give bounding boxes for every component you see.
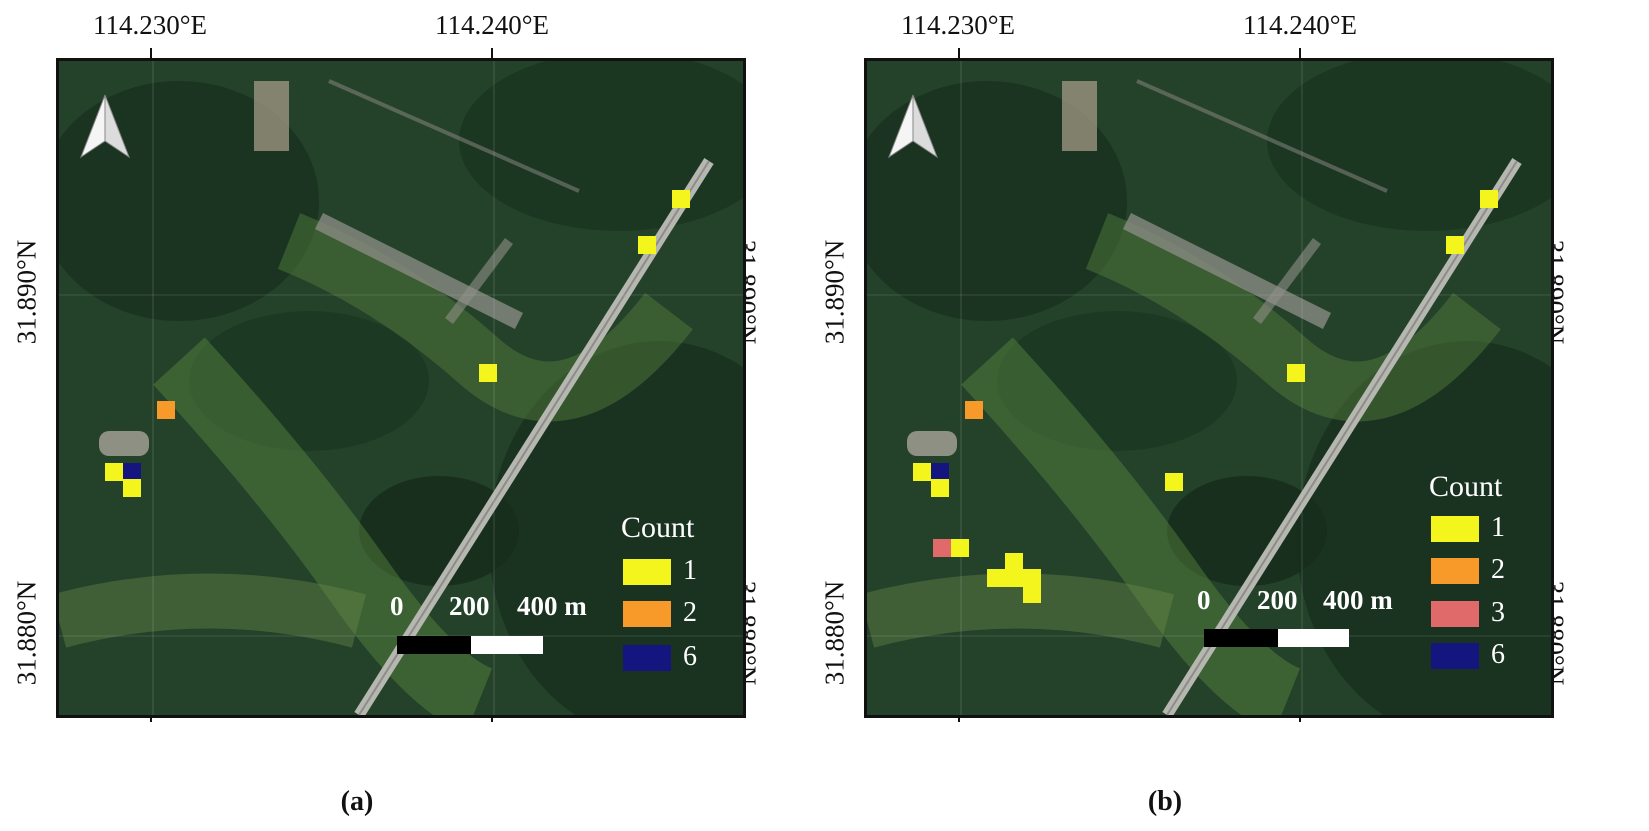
count-cell [638, 236, 656, 254]
lat-label-left-bottom: 31.880°N [819, 580, 850, 686]
scale-bar-white [1278, 629, 1349, 647]
count-cell [1023, 585, 1041, 603]
count-cell [987, 569, 1005, 587]
scale-bar-black [1204, 629, 1278, 647]
scale-label-zero: 0 [1197, 585, 1211, 615]
count-cell [1287, 364, 1305, 382]
count-cell [951, 539, 969, 557]
legend-label: 2 [1491, 554, 1505, 585]
legend-swatch [1431, 516, 1479, 542]
legend-label: 2 [683, 597, 697, 628]
scale-bar-black [397, 636, 471, 654]
scale-label-mid: 200 [449, 591, 490, 621]
lon-label-top-right: 114.240°E [1242, 10, 1358, 40]
lon-label-top-left: 114.230°E [92, 10, 208, 40]
map-panel-b: 114.230°E 114.240°E 114.230°E 114.240°E … [808, 0, 1628, 831]
tick [491, 48, 493, 60]
north-arrow-icon [887, 94, 939, 159]
north-arrow-icon [79, 94, 131, 159]
count-cell [123, 463, 141, 481]
legend-swatch [623, 601, 671, 627]
tick [1299, 48, 1301, 60]
panel-caption: (a) [340, 786, 374, 817]
lat-label-left-top: 31.890°N [11, 239, 42, 345]
scale-label-end: 400 m [517, 591, 587, 621]
tick [958, 48, 960, 60]
legend-swatch [623, 645, 671, 671]
count-cell [1165, 473, 1183, 491]
legend-label: 1 [683, 555, 697, 586]
legend-title: Count [1429, 470, 1503, 503]
count-cell [913, 463, 931, 481]
lat-label-left-bottom: 31.880°N [11, 580, 42, 686]
count-cell [965, 401, 983, 419]
satellite-map-a: 0 200 400 m Count 1 2 6 [56, 58, 746, 718]
count-cell [931, 463, 949, 481]
legend-swatch [1431, 643, 1479, 669]
satellite-map-b: 0 200 400 m Count 1 2 3 6 [864, 58, 1554, 718]
count-cell [1480, 190, 1498, 208]
legend-label: 1 [1491, 512, 1505, 543]
legend-title: Count [621, 511, 695, 544]
count-cell [1005, 569, 1023, 587]
legend-swatch [1431, 601, 1479, 627]
lat-label-left-top: 31.890°N [819, 239, 850, 345]
legend-swatch [1431, 558, 1479, 584]
count-cell [157, 401, 175, 419]
scale-label-end: 400 m [1323, 585, 1393, 615]
legend-label: 6 [683, 641, 697, 672]
count-cell [123, 479, 141, 497]
scale-label-zero: 0 [390, 591, 404, 621]
map-panel-a: 114.230°E 114.240°E 114.230°E 114.240°E … [0, 0, 820, 831]
count-cell [479, 364, 497, 382]
count-cell [672, 190, 690, 208]
count-cell [1023, 569, 1041, 587]
count-cell [1446, 236, 1464, 254]
count-cell [931, 479, 949, 497]
scale-bar-white [471, 636, 543, 654]
lon-label-top-left: 114.230°E [900, 10, 1016, 40]
legend-label: 6 [1491, 639, 1505, 670]
legend-swatch [623, 559, 671, 585]
count-cell [1005, 553, 1023, 571]
panel-caption: (b) [1147, 786, 1183, 817]
count-cell [105, 463, 123, 481]
tick [150, 48, 152, 60]
lon-label-top-right: 114.240°E [434, 10, 550, 40]
legend-label: 3 [1491, 597, 1505, 628]
count-cell [933, 539, 951, 557]
scale-label-mid: 200 [1257, 585, 1298, 615]
